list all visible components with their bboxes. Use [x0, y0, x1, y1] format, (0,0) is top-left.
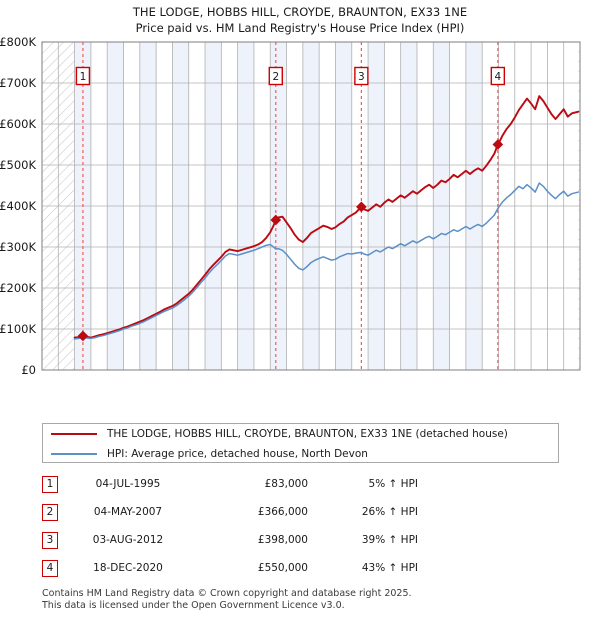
row-marker-number: 4	[42, 559, 58, 577]
table-row: 3 03-AUG-2012 £398,000 39% ↑ HPI	[42, 526, 462, 554]
event-marker-label: 4	[494, 71, 501, 83]
event-marker-label: 2	[272, 71, 279, 83]
row-hpi-delta: 39% ↑ HPI	[361, 534, 418, 546]
event-marker-label: 3	[358, 71, 365, 83]
table-row: 1 04-JUL-1995 £83,000 5% ↑ HPI	[42, 470, 462, 498]
row-hpi-delta: 26% ↑ HPI	[361, 506, 418, 518]
legend-swatch-price	[51, 433, 97, 435]
legend-swatch-hpi	[51, 453, 97, 455]
y-axis-tick-label: £100K	[0, 322, 36, 336]
row-price: £550,000	[257, 562, 308, 574]
y-axis-tick-label: £300K	[0, 240, 36, 254]
footer-line-1: Contains HM Land Registry data © Crown c…	[42, 588, 412, 599]
legend-item-price: THE LODGE, HOBBS HILL, CROYDE, BRAUNTON,…	[43, 424, 558, 444]
event-marker-4: 4	[490, 66, 506, 86]
title-line-1: THE LODGE, HOBBS HILL, CROYDE, BRAUNTON,…	[132, 5, 468, 19]
legend-label-hpi: HPI: Average price, detached house, Nort…	[107, 448, 368, 460]
row-date: 03-AUG-2012	[92, 534, 164, 546]
page-title: THE LODGE, HOBBS HILL, CROYDE, BRAUNTON,…	[0, 4, 600, 36]
row-hpi-delta: 5% ↑ HPI	[368, 478, 418, 490]
row-marker-number: 2	[42, 503, 58, 521]
transactions-table: 1 04-JUL-1995 £83,000 5% ↑ HPI 2 04-MAY-…	[42, 470, 462, 582]
sale-point-marker	[270, 214, 282, 226]
row-date: 04-JUL-1995	[95, 478, 161, 490]
y-axis-tick-label: £200K	[0, 281, 36, 295]
row-hpi-delta: 43% ↑ HPI	[361, 562, 418, 574]
row-price: £398,000	[257, 534, 308, 546]
y-axis-tick-label: £800K	[0, 36, 36, 49]
event-marker-label: 1	[80, 71, 87, 83]
event-marker-2: 2	[268, 66, 283, 86]
sale-point-marker	[356, 201, 367, 213]
chart-area: £0 £100K £200K £300K £400K £500K £600K £700K £80…	[0, 36, 600, 376]
title-line-2: Price paid vs. HM Land Registry's House …	[135, 21, 465, 35]
price-hpi-line-chart: £0 £100K £200K £300K £400K £500K £600K £700K £80…	[0, 36, 581, 376]
price-paid-line	[73, 95, 580, 339]
sale-point-marker	[492, 139, 504, 150]
y-axis-tick-label: £0	[21, 363, 36, 376]
legend-item-hpi: HPI: Average price, detached house, Nort…	[43, 444, 558, 464]
y-axis-tick-label: £400K	[0, 199, 36, 213]
legend-label-price: THE LODGE, HOBBS HILL, CROYDE, BRAUNTON,…	[107, 428, 508, 440]
event-marker-1: 1	[75, 66, 91, 86]
row-marker-number: 1	[42, 475, 58, 493]
hpi-line	[73, 182, 580, 340]
row-marker-number: 3	[42, 531, 58, 549]
sale-point-marker	[77, 330, 89, 342]
y-axis-tick-label: £500K	[0, 158, 36, 172]
table-row: 2 04-MAY-2007 £366,000 26% ↑ HPI	[42, 498, 462, 526]
row-date: 18-DEC-2020	[93, 562, 163, 574]
table-row: 4 18-DEC-2020 £550,000 43% ↑ HPI	[42, 554, 462, 582]
y-axis-tick-label: £600K	[0, 117, 36, 131]
event-marker-3: 3	[354, 66, 369, 86]
license-footer: Contains HM Land Registry data © Crown c…	[42, 588, 582, 611]
row-price: £83,000	[264, 478, 308, 490]
chart-legend: THE LODGE, HOBBS HILL, CROYDE, BRAUNTON,…	[42, 423, 559, 463]
row-price: £366,000	[257, 506, 308, 518]
footer-line-2: This data is licensed under the Open Gov…	[42, 599, 345, 611]
y-axis-tick-label: £700K	[0, 76, 36, 90]
row-date: 04-MAY-2007	[93, 506, 163, 518]
